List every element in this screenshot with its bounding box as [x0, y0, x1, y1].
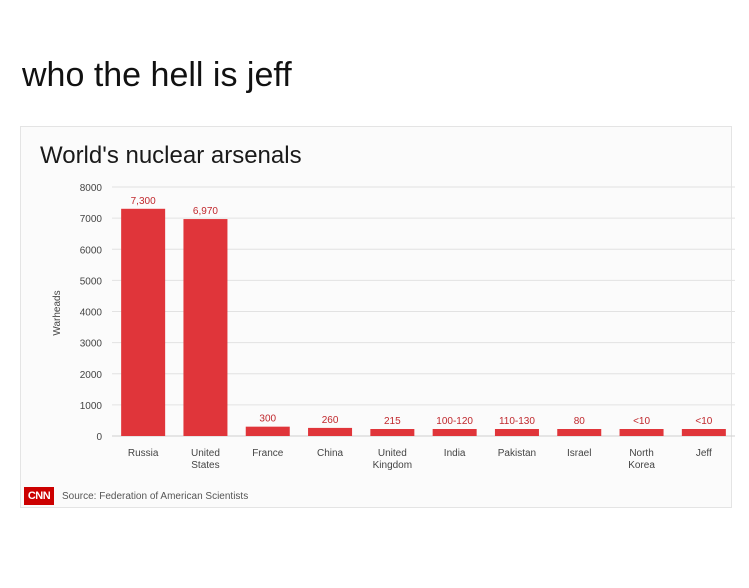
- bar-value-label: 260: [322, 415, 339, 426]
- bar-value-label: <10: [633, 416, 650, 427]
- value-labels: 7,300 6,970 300 260 215 100-120 110-130 80 <10 <1…: [131, 196, 713, 427]
- cnn-logo: CNN: [24, 487, 54, 505]
- chart-title: World's nuclear arsenals: [40, 142, 302, 169]
- x-tick-label: States: [191, 460, 219, 471]
- bar-value-label: 110-130: [499, 416, 535, 427]
- x-tick-label: France: [252, 448, 284, 459]
- meme-caption: who the hell is jeff: [22, 56, 292, 94]
- y-tick-label: 7000: [80, 214, 103, 225]
- y-tick-label: 4000: [80, 308, 103, 319]
- bar-value-label: 215: [384, 416, 401, 427]
- y-tick-label: 5000: [80, 276, 103, 287]
- y-axis: 0 1000 2000 3000 4000 5000 6000 7000 8000: [80, 183, 103, 443]
- y-tick-label: 8000: [80, 183, 103, 194]
- y-tick-label: 6000: [80, 245, 103, 256]
- x-tick-label: Kingdom: [373, 460, 412, 471]
- bar: [308, 427, 353, 436]
- bar: [557, 429, 602, 436]
- bar: [183, 219, 228, 436]
- bar-value-label: 6,970: [193, 206, 218, 217]
- x-tick-label: India: [444, 448, 466, 459]
- y-axis-label: Warheads: [52, 290, 63, 335]
- bar-value-label: <10: [695, 416, 712, 427]
- bar: [494, 429, 539, 436]
- source-note: Source: Federation of American Scientist…: [62, 490, 249, 502]
- x-tick-label: Pakistan: [498, 448, 536, 459]
- bar-value-label: 7,300: [131, 196, 156, 207]
- x-tick-label: Russia: [128, 448, 159, 459]
- x-tick-label: Israel: [567, 448, 591, 459]
- bar: [370, 429, 415, 436]
- bar-value-label: 80: [574, 416, 586, 427]
- bar-value-label: 300: [259, 414, 276, 425]
- footer: CNN Source: Federation of American Scien…: [24, 487, 248, 505]
- bars: [121, 208, 726, 436]
- x-tick-label: North: [629, 448, 653, 459]
- y-tick-label: 1000: [80, 401, 103, 412]
- bar: [245, 426, 290, 436]
- x-tick-label: China: [317, 448, 344, 459]
- y-tick-label: 3000: [80, 339, 103, 350]
- x-tick-label: United: [378, 448, 407, 459]
- bar-value-label: 100-120: [436, 416, 473, 427]
- x-tick-label: United: [191, 448, 220, 459]
- x-tick-label: Korea: [628, 460, 655, 471]
- bar: [121, 208, 166, 436]
- bar: [681, 429, 726, 436]
- y-tick-label: 0: [96, 432, 102, 443]
- x-tick-label: Jeff: [696, 448, 712, 459]
- bar: [432, 429, 477, 436]
- bar: [619, 429, 664, 436]
- y-tick-label: 2000: [80, 370, 103, 381]
